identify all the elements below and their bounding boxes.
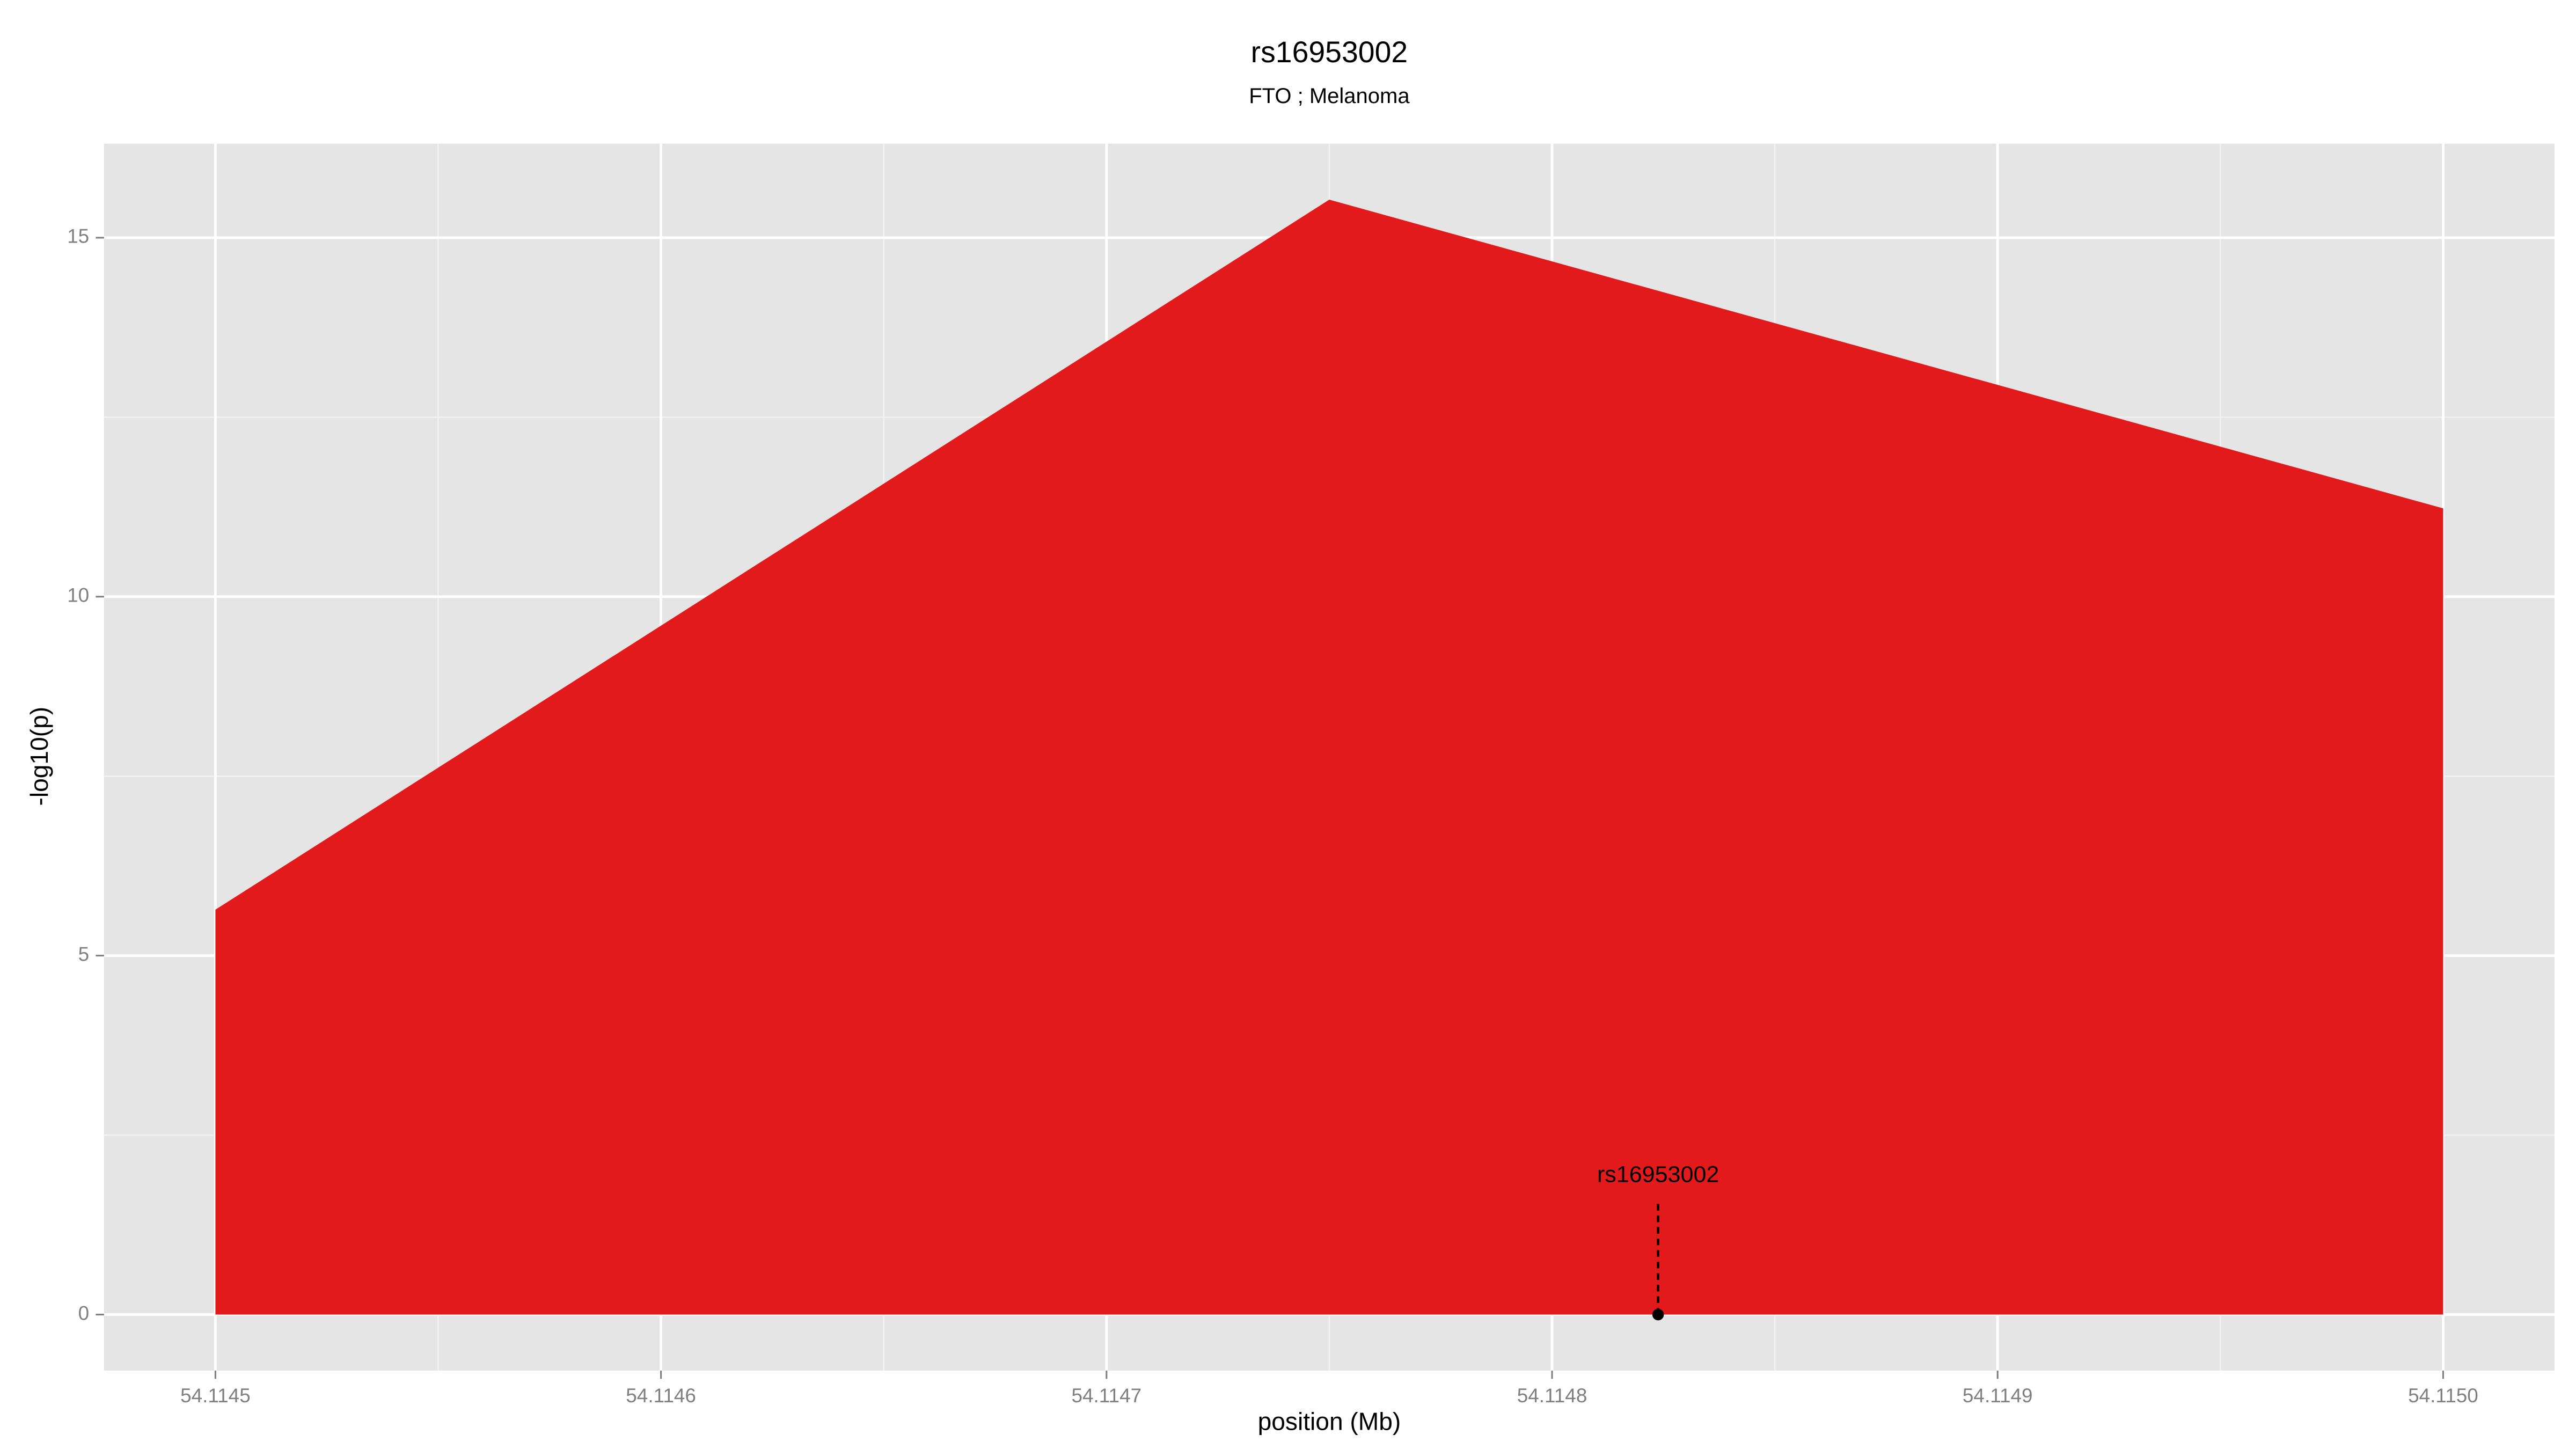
x-tick-label: 54.1146 xyxy=(626,1385,696,1407)
x-tick-label: 54.1148 xyxy=(1517,1385,1587,1407)
x-tick-label: 54.1149 xyxy=(1963,1385,2033,1407)
x-tick-label: 54.1145 xyxy=(180,1385,251,1407)
marks: rs16953002 xyxy=(215,200,2443,1321)
y-axis-title: -log10(p) xyxy=(25,707,53,806)
x-axis-title: position (Mb) xyxy=(1258,1407,1401,1435)
annotation-point xyxy=(1652,1308,1664,1321)
y-tick-label: 10 xyxy=(67,584,89,606)
annotation-label: rs16953002 xyxy=(1597,1161,1719,1187)
x-tick-label: 54.1150 xyxy=(2408,1385,2478,1407)
y-tick-label: 0 xyxy=(78,1302,90,1324)
y-tick-label: 15 xyxy=(67,225,89,247)
x-tick-label: 54.1147 xyxy=(1071,1385,1141,1407)
area xyxy=(215,200,2443,1315)
chart-subtitle: FTO ; Melanoma xyxy=(1249,84,1410,108)
y-tick-label: 5 xyxy=(78,943,90,965)
chart-title: rs16953002 xyxy=(1251,35,1408,69)
